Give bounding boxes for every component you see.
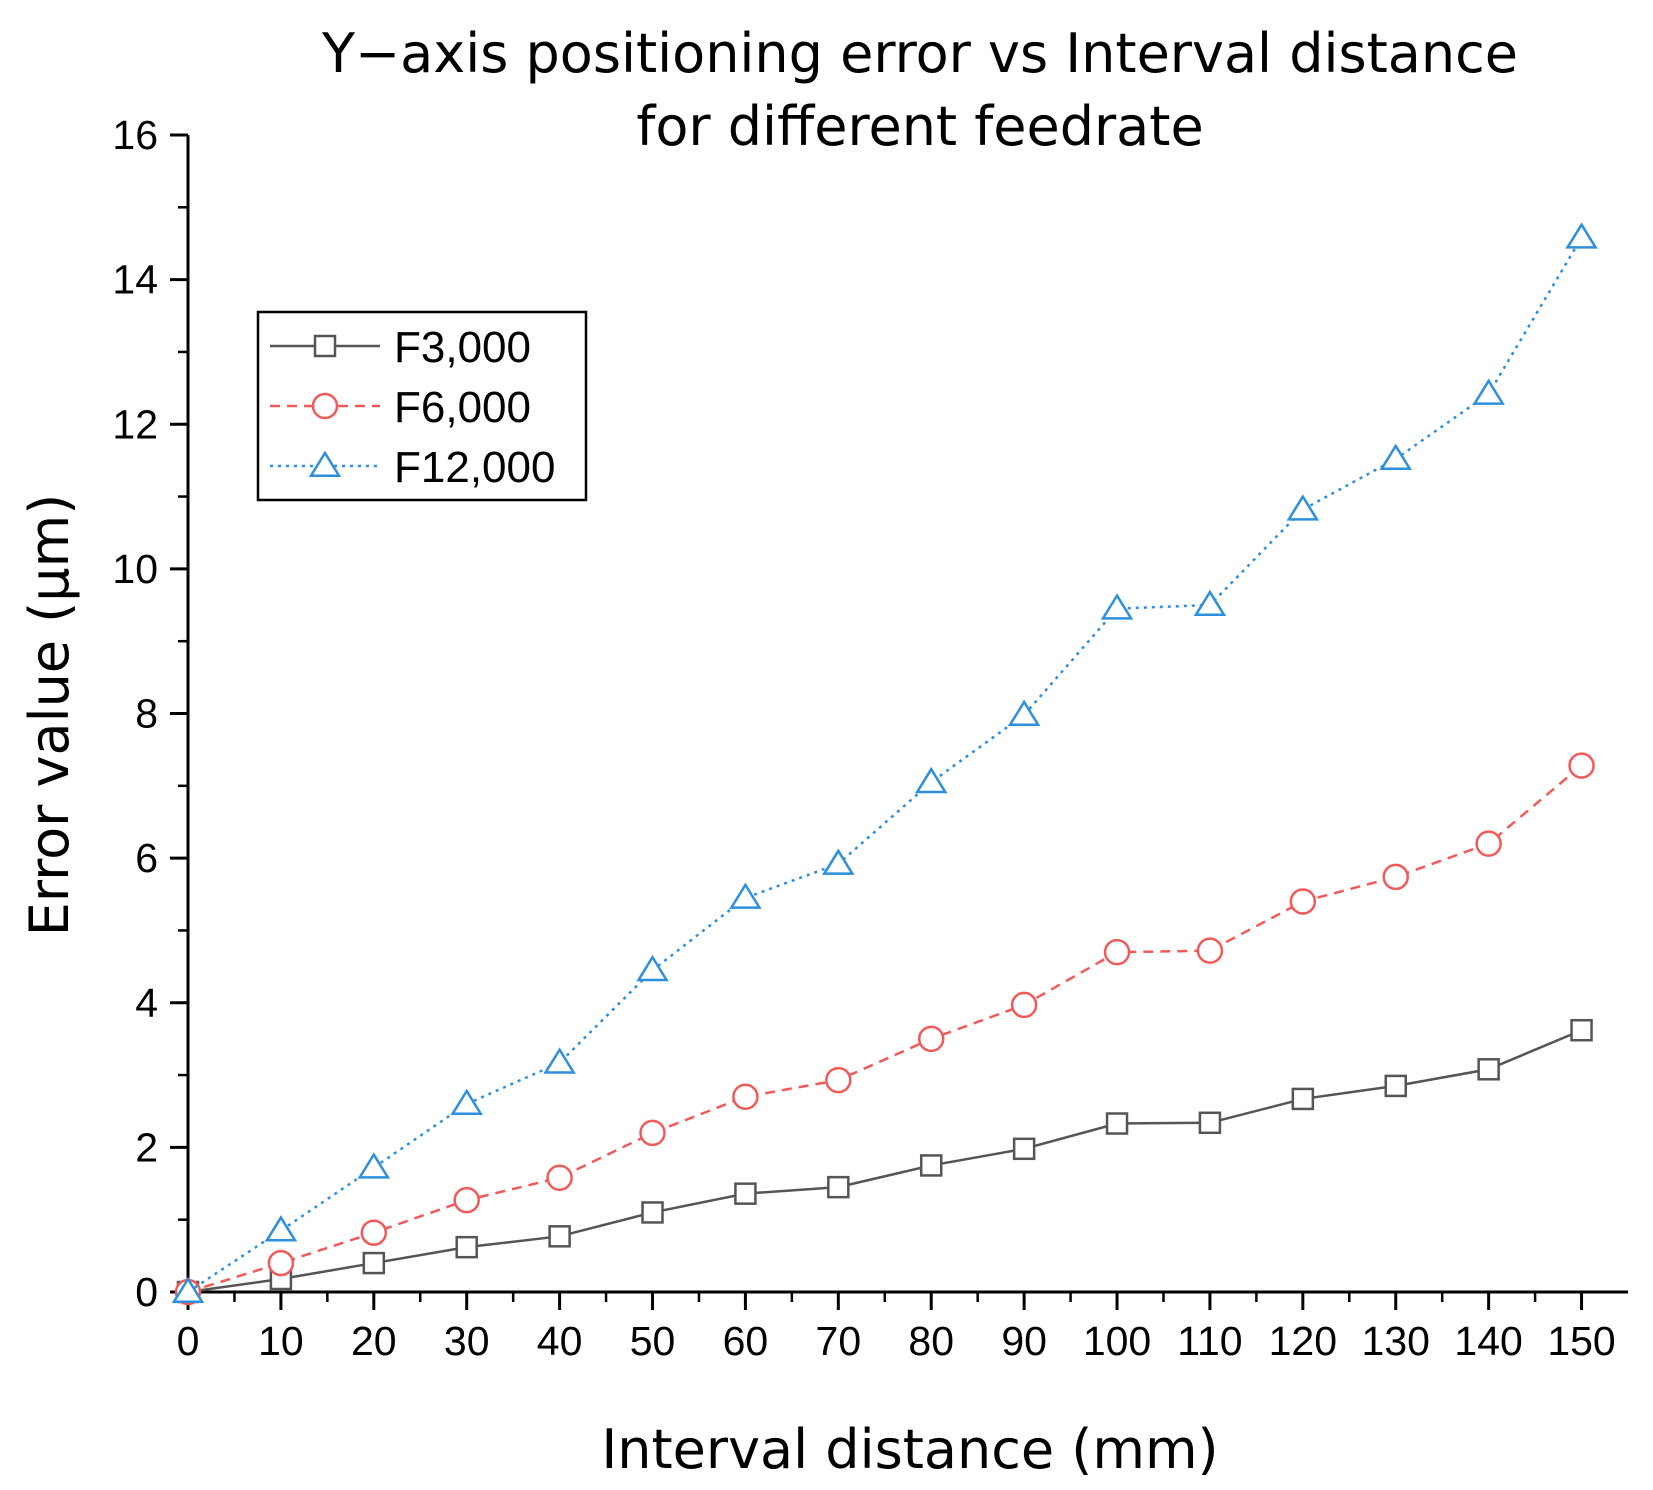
data-point [641,1201,664,1224]
x-tick-label: 30 [444,1318,490,1364]
legend-label: F3,000 [394,323,531,372]
x-tick-label: 20 [351,1318,397,1364]
data-point [825,1066,852,1094]
data-point [1196,937,1224,964]
data-point [734,1182,757,1205]
chart-subtitle: for different feedrate [636,95,1203,158]
x-tick-label: 60 [723,1318,769,1364]
data-point [729,882,762,909]
data-point [1472,378,1505,405]
data-point [636,954,669,982]
x-tick-label: 120 [1269,1318,1337,1364]
y-tick-label: 10 [112,546,158,592]
data-point [1382,863,1409,891]
data-point [1103,938,1131,966]
data-point [1010,991,1038,1019]
legend-marker [311,392,339,420]
x-tick-label: 130 [1362,1318,1430,1364]
y-axis-label: Error value (µm) [18,494,81,937]
series-line [187,764,1583,1294]
data-point [546,1164,573,1191]
x-tick-label: 90 [1001,1318,1047,1364]
y-tick-label: 12 [112,401,158,447]
legend-marker [313,334,337,358]
y-tick-label: 0 [135,1269,158,1315]
x-tick-label: 40 [537,1318,583,1364]
data-point [1384,1074,1407,1098]
series-layer [171,222,1598,1306]
data-point [1012,1137,1036,1161]
ticks: 0 10 20 30 40 50 60 70 80 90 100 110 120 130 140 150 0 2 4… [112,112,1615,1364]
y-tick-label: 6 [135,835,158,881]
x-tick-label: 140 [1454,1318,1522,1364]
data-point [1286,494,1320,521]
data-point [1291,1087,1315,1111]
data-point [1007,699,1041,726]
series-F6,000 [174,752,1595,1306]
legend-marker [308,450,342,477]
data-point [914,766,948,794]
y-tick-label: 8 [135,691,158,737]
data-point [1289,888,1317,915]
x-tick-label: 150 [1547,1318,1615,1364]
data-point [732,1083,759,1111]
data-point [639,1119,666,1147]
data-point [264,1215,298,1242]
data-point [543,1047,576,1074]
data-point [1379,443,1413,470]
x-tick-label: 110 [1177,1318,1242,1364]
series-F3,000 [176,1018,1593,1304]
x-axis-label: Interval distance (mm) [601,1418,1218,1481]
data-point [360,1219,388,1246]
x-tick-label: 50 [630,1318,676,1364]
data-point [917,1025,945,1053]
data-point [357,1152,391,1179]
legend-label: F12,000 [394,443,555,492]
data-point [267,1249,295,1277]
x-tick-label: 80 [908,1318,954,1364]
data-point [1568,752,1595,779]
data-point [1105,1112,1129,1135]
x-tick-label: 0 [177,1318,200,1364]
data-point [171,1276,205,1303]
data-point [455,1235,478,1259]
data-point [1565,222,1598,249]
chart-title: Y−axis positioning error vs Interval dis… [321,22,1518,85]
legend: F3,000 F6,000 F12,000 [256,310,588,502]
x-tick-label: 10 [258,1318,304,1364]
legend-label: F6,000 [394,383,531,432]
data-point [1570,1018,1593,1042]
data-point [453,1186,480,1214]
data-point [548,1225,571,1248]
y-tick-label: 16 [112,112,158,158]
y-tick-label: 14 [112,257,158,303]
x-tick-label: 100 [1083,1318,1151,1364]
axes [186,135,1628,1294]
y-tick-label: 2 [135,1124,158,1170]
data-point [919,1154,943,1177]
data-point [827,1175,850,1199]
series-F12,000 [171,222,1598,1303]
data-point [1477,1058,1500,1081]
data-point [822,848,855,875]
data-point [450,1088,483,1115]
data-point [1198,1111,1222,1135]
data-point [1475,830,1502,857]
y-tick-label: 4 [135,980,158,1026]
data-point [1100,593,1134,620]
x-tick-label: 70 [816,1318,862,1364]
data-point [1193,589,1227,617]
series-line [187,1029,1583,1294]
data-point [362,1251,386,1275]
